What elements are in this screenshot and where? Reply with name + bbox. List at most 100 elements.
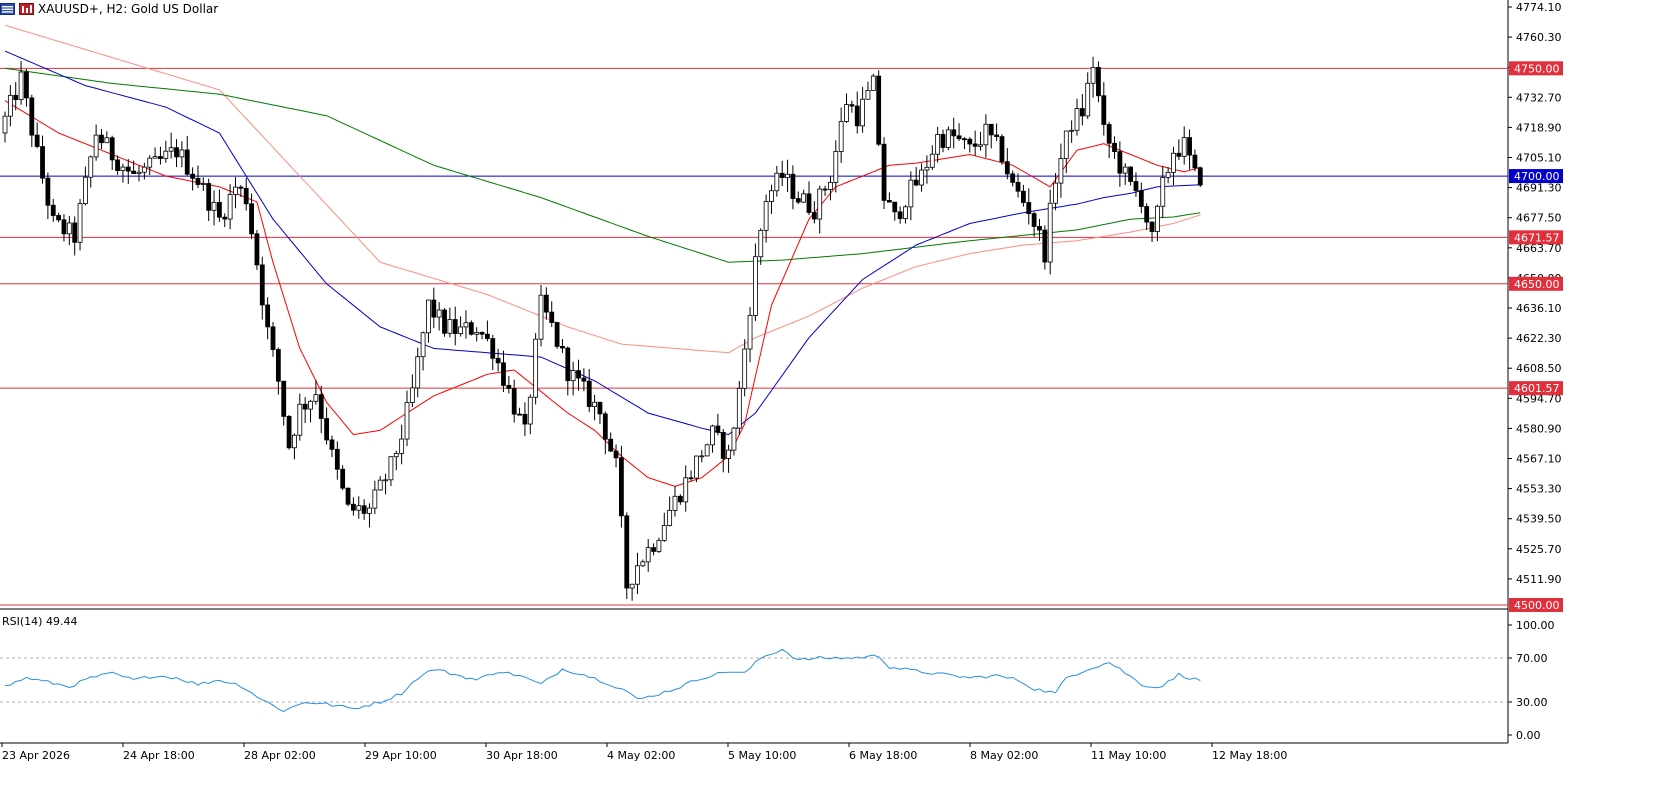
candle bbox=[50, 198, 56, 222]
candle bbox=[83, 166, 88, 206]
candle-body bbox=[538, 294, 544, 340]
candle-body bbox=[313, 394, 319, 402]
candle bbox=[1042, 225, 1048, 270]
candle-body bbox=[211, 202, 217, 211]
candle-body bbox=[431, 299, 437, 318]
time-tick-label: 6 May 18:00 bbox=[849, 749, 917, 762]
candle bbox=[131, 160, 137, 175]
candle-body bbox=[318, 394, 324, 419]
candle-body bbox=[334, 448, 340, 470]
candle-body bbox=[1096, 66, 1101, 97]
price-tick-label: 4622.30 bbox=[1516, 332, 1562, 345]
candle bbox=[527, 394, 533, 435]
candle-body bbox=[1117, 151, 1123, 174]
candle bbox=[747, 306, 753, 363]
symbol-title: XAUUSD+, H2: Gold US Dollar bbox=[38, 2, 219, 16]
candle bbox=[377, 476, 383, 491]
candle-body bbox=[624, 515, 630, 589]
candle bbox=[742, 339, 748, 397]
candle bbox=[436, 302, 442, 331]
candle-body bbox=[720, 431, 726, 459]
candle bbox=[1106, 122, 1112, 159]
candle-body bbox=[249, 203, 254, 235]
candle-body bbox=[275, 349, 281, 382]
candle-body bbox=[951, 129, 957, 137]
candle bbox=[292, 433, 297, 460]
candle-body bbox=[109, 137, 115, 161]
candle bbox=[774, 165, 780, 197]
candle bbox=[1021, 185, 1026, 207]
candle bbox=[913, 166, 919, 187]
candle bbox=[270, 322, 276, 357]
candle bbox=[152, 147, 158, 159]
candle-body bbox=[1165, 171, 1171, 178]
candle-body bbox=[34, 134, 40, 147]
candle-body bbox=[779, 172, 785, 178]
candle-body bbox=[1004, 161, 1010, 175]
candle bbox=[93, 124, 99, 161]
candle-body bbox=[640, 561, 646, 567]
candle bbox=[168, 132, 174, 159]
candle bbox=[115, 155, 120, 175]
candle-body bbox=[340, 468, 346, 489]
candle bbox=[635, 552, 640, 595]
candle bbox=[195, 165, 201, 189]
candle-body bbox=[361, 505, 367, 514]
candle-body bbox=[881, 143, 887, 201]
candle bbox=[329, 435, 335, 458]
candle-body bbox=[1085, 82, 1091, 117]
candle-body bbox=[292, 434, 297, 449]
candle bbox=[431, 287, 437, 329]
candle-body bbox=[892, 201, 898, 213]
candle-body bbox=[447, 319, 453, 334]
price-level-tag bbox=[1509, 598, 1563, 612]
candle bbox=[227, 184, 233, 230]
candle bbox=[1155, 204, 1160, 242]
candle bbox=[61, 214, 67, 242]
candle bbox=[24, 69, 29, 107]
candle bbox=[951, 117, 957, 149]
price-level-label: 4750.00 bbox=[1514, 62, 1560, 75]
time-tick-label: 30 Apr 18:00 bbox=[486, 749, 558, 762]
candle bbox=[345, 487, 351, 507]
candle bbox=[956, 123, 962, 141]
candle bbox=[308, 399, 313, 423]
candle bbox=[908, 171, 914, 221]
candle-body bbox=[356, 505, 362, 511]
candle bbox=[1085, 72, 1091, 120]
candle bbox=[99, 129, 104, 149]
candle bbox=[29, 94, 35, 147]
candle-body bbox=[635, 565, 640, 585]
candle bbox=[677, 494, 683, 505]
candle bbox=[565, 346, 571, 396]
candle-body bbox=[324, 418, 330, 441]
candle bbox=[415, 347, 421, 398]
candle bbox=[1149, 221, 1155, 243]
candle-body bbox=[1144, 206, 1150, 223]
candle-body bbox=[495, 357, 501, 364]
candle-body bbox=[222, 216, 228, 220]
candle bbox=[367, 503, 372, 528]
candle bbox=[935, 127, 941, 163]
candle bbox=[1176, 139, 1182, 160]
candle-body bbox=[1192, 154, 1198, 169]
candle-body bbox=[452, 319, 458, 334]
candle-body bbox=[838, 121, 844, 152]
candle bbox=[586, 369, 592, 412]
candle-body bbox=[72, 222, 78, 243]
candle-body bbox=[972, 143, 978, 147]
chart-menu-icon[interactable] bbox=[0, 3, 15, 15]
candle bbox=[109, 135, 115, 170]
candle bbox=[570, 361, 576, 396]
bar-chart-icon[interactable] bbox=[19, 3, 34, 15]
candle bbox=[892, 201, 898, 221]
candle bbox=[275, 347, 281, 395]
price-tick-label: 4732.70 bbox=[1516, 91, 1562, 104]
price-tick-label: 4774.10 bbox=[1516, 1, 1562, 14]
candle bbox=[994, 123, 999, 142]
rsi-tick-label: 30.00 bbox=[1516, 696, 1548, 709]
candle bbox=[967, 137, 973, 153]
candle bbox=[1101, 82, 1107, 136]
